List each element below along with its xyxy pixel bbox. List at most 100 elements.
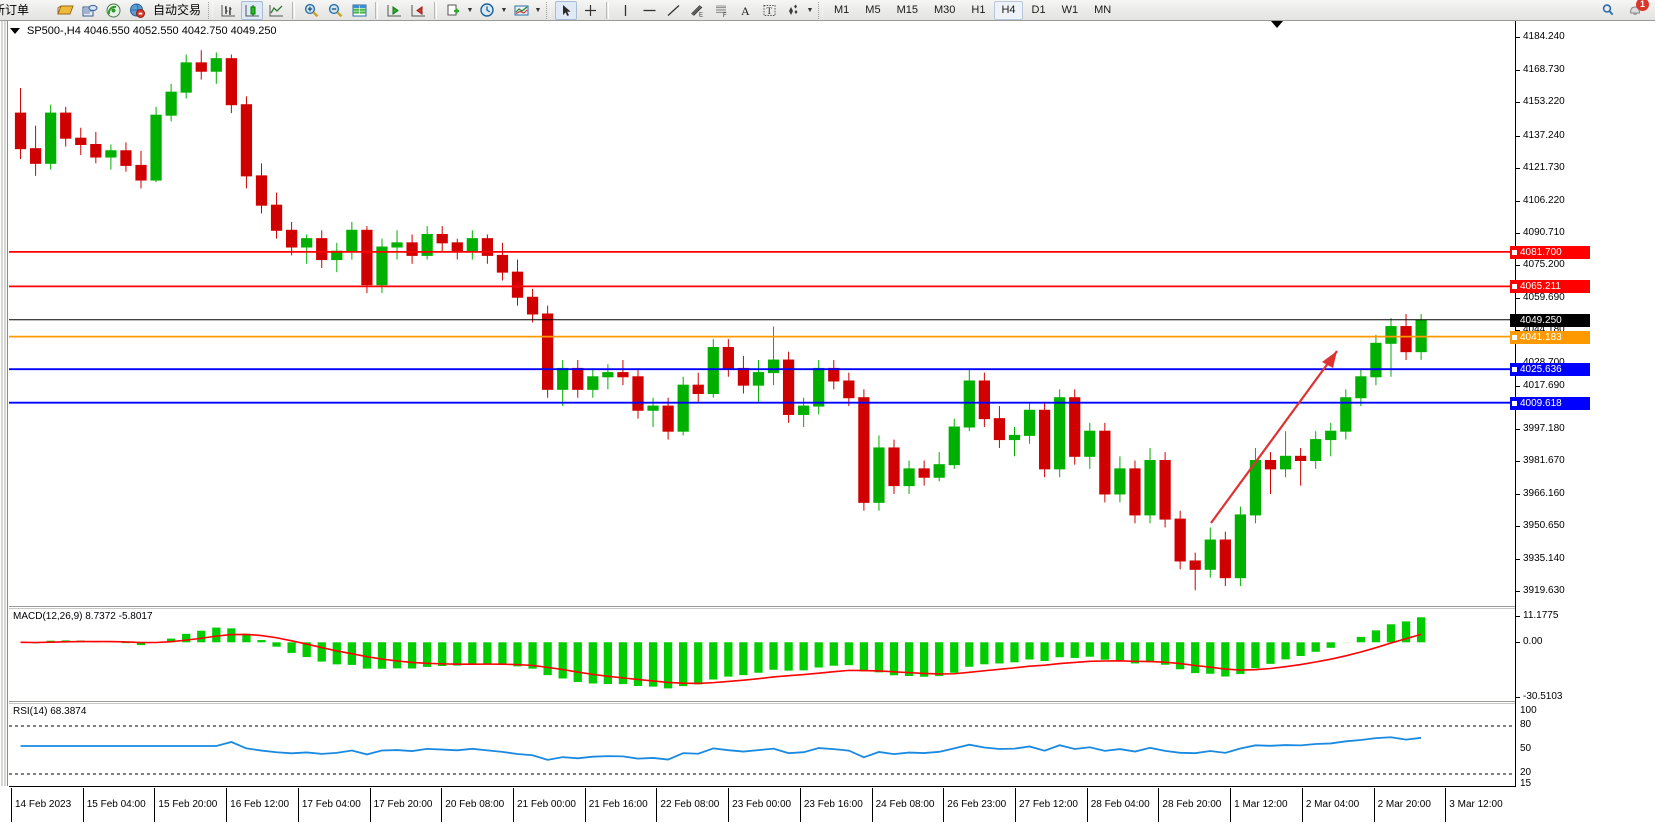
grid-icon[interactable] (348, 1, 370, 20)
time-axis[interactable]: 14 Feb 2023 15 Feb 04:00 15 Feb 20:00 16 Fe… (9, 788, 1515, 822)
bar-chart-icon[interactable] (217, 1, 239, 20)
price-badge-value: 4041.183 (1520, 331, 1562, 343)
vertical-line-icon[interactable] (614, 1, 636, 20)
candle-body (75, 137, 87, 145)
timeframe-h4[interactable]: H4 (994, 0, 1023, 20)
macd-label: MACD(12,26,9) 8.7372 -5.8017 (13, 611, 153, 622)
folder-icon[interactable] (54, 1, 76, 20)
time-axis-tick: 3 Mar 12:00 (1445, 788, 1503, 822)
indicators-icon[interactable] (510, 1, 532, 20)
candlestick-series (14, 50, 1427, 591)
signal-icon[interactable] (102, 1, 124, 20)
candle-body (542, 313, 554, 390)
candle-body (858, 397, 870, 503)
price-axis-tick: 4168.730 (1516, 64, 1655, 76)
candle-body (1385, 326, 1397, 344)
candle-body (90, 143, 102, 158)
cursor-icon[interactable] (555, 0, 578, 20)
autoscroll-caret-icon[interactable] (1271, 21, 1283, 28)
timeframe-w1[interactable]: W1 (1061, 3, 1079, 16)
time-axis-tick: 17 Feb 04:00 (297, 788, 361, 822)
timeframe-m5[interactable]: M5 (865, 3, 881, 16)
timeframe-d1[interactable]: D1 (1031, 3, 1046, 16)
candle-body (1370, 342, 1382, 378)
timeframe-m15[interactable]: M15 (896, 3, 918, 16)
horizontal-line-icon[interactable] (638, 1, 660, 20)
fibonacci-icon[interactable]: F (710, 1, 732, 20)
time-axis-tick: 23 Feb 00:00 (728, 788, 791, 822)
timeframe-m30[interactable]: M30 (933, 3, 956, 16)
rsi-axis-tick-20: 20 (1520, 767, 1532, 778)
candle-body (1069, 397, 1081, 457)
chart-area[interactable]: SP500-,H4 4046.550 4052.550 4042.750 404… (0, 21, 1655, 823)
candle-body (14, 112, 27, 150)
candle-body (1400, 326, 1412, 353)
bullish-arrow-annotation (1210, 350, 1338, 524)
new-template-dropdown-icon[interactable]: ▼ (466, 6, 474, 14)
time-axis-tick: 22 Feb 08:00 (656, 788, 719, 822)
new-order-button[interactable]: 新订单 (0, 3, 30, 17)
price-axis[interactable]: 4184.240 4168.730 4153.220 4137.240 4121.730… (1510, 21, 1655, 789)
search-icon[interactable] (1597, 1, 1619, 20)
price-badge-resistance[interactable]: 4081.700 (1510, 245, 1590, 259)
candle-body (1174, 518, 1186, 562)
timeframe-group: M1 M5 M15 M30 H1 H4 D1 W1 MN (826, 0, 1119, 20)
zoom-out-icon[interactable] (324, 1, 346, 20)
rsi-panel[interactable]: RSI(14) 68.3874 (9, 703, 1515, 787)
symbol-dropdown-icon[interactable] (10, 28, 20, 34)
shift-end-icon[interactable] (407, 1, 429, 20)
period-icon[interactable] (476, 1, 498, 20)
price-badge-resistance[interactable]: 4065.211 (1510, 280, 1590, 294)
text-label-icon[interactable]: T (758, 1, 780, 20)
timeframe-mn[interactable]: MN (1094, 3, 1112, 16)
candle-body (1023, 409, 1036, 436)
indicators-dropdown-icon[interactable]: ▼ (534, 6, 542, 14)
toolbar-separator-2 (375, 1, 379, 19)
level-handle-icon[interactable] (1512, 334, 1517, 340)
svg-text:F: F (723, 12, 727, 17)
new-template-icon[interactable] (442, 1, 464, 20)
candle-body (662, 405, 674, 432)
timeframe-m1[interactable]: M1 (834, 3, 850, 16)
level-handle-icon[interactable] (1512, 400, 1517, 406)
price-panel[interactable] (9, 21, 1515, 607)
time-axis-tick: 2 Mar 04:00 (1301, 788, 1359, 822)
crosshair-icon[interactable] (579, 1, 601, 20)
time-axis-tick: 17 Feb 20:00 (369, 788, 433, 822)
equidistant-channel-icon[interactable]: E (686, 1, 708, 20)
price-axis-tick: 4017.690 (1516, 380, 1655, 392)
alerts-bell-icon[interactable]: 1 (1624, 0, 1649, 20)
new-order-label-wrap[interactable]: 新订单 (0, 1, 29, 20)
time-axis-tick: 26 Feb 23:00 (943, 788, 1006, 822)
toolbar-separator-3 (434, 1, 438, 19)
objects-icon[interactable] (782, 1, 804, 20)
candle-body (285, 229, 298, 248)
price-badge-current-price[interactable]: 4049.250 (1510, 313, 1590, 327)
macd-panel[interactable]: MACD(12,26,9) 8.7372 -5.8017 (9, 608, 1515, 702)
text-icon[interactable]: A (734, 1, 756, 20)
timeframe-h1[interactable]: H1 (971, 3, 986, 16)
upload-icon[interactable] (78, 1, 100, 20)
symbol-header: SP500-,H4 4046.550 4052.550 4042.750 404… (10, 25, 277, 37)
price-badge-support[interactable]: 4009.618 (1510, 396, 1590, 410)
zoom-in-icon[interactable] (300, 1, 322, 20)
autotrade-button[interactable]: 自动交易 (153, 3, 202, 17)
candlestick-chart-icon[interactable] (241, 0, 264, 20)
price-badge-pivot[interactable]: 4041.183 (1510, 330, 1590, 344)
line-chart-icon[interactable] (265, 1, 287, 20)
level-handle-icon[interactable] (1512, 367, 1517, 373)
trendline-icon[interactable] (662, 1, 684, 20)
level-handle-icon[interactable] (1512, 249, 1517, 255)
price-badge-support[interactable]: 4025.636 (1510, 363, 1590, 377)
candle-body (1099, 430, 1111, 495)
level-handle-icon[interactable] (1512, 284, 1517, 290)
candle-body (180, 62, 192, 93)
objects-dropdown-icon[interactable]: ▼ (806, 6, 814, 14)
time-axis-tick: 21 Feb 16:00 (584, 788, 648, 822)
candle-body (903, 468, 915, 487)
candle-body (150, 114, 162, 181)
shift-start-icon[interactable] (383, 1, 405, 20)
globe-stop-icon[interactable] (126, 1, 148, 20)
period-dropdown-icon[interactable]: ▼ (500, 6, 508, 14)
rsi-label: RSI(14) 68.3874 (13, 706, 87, 717)
